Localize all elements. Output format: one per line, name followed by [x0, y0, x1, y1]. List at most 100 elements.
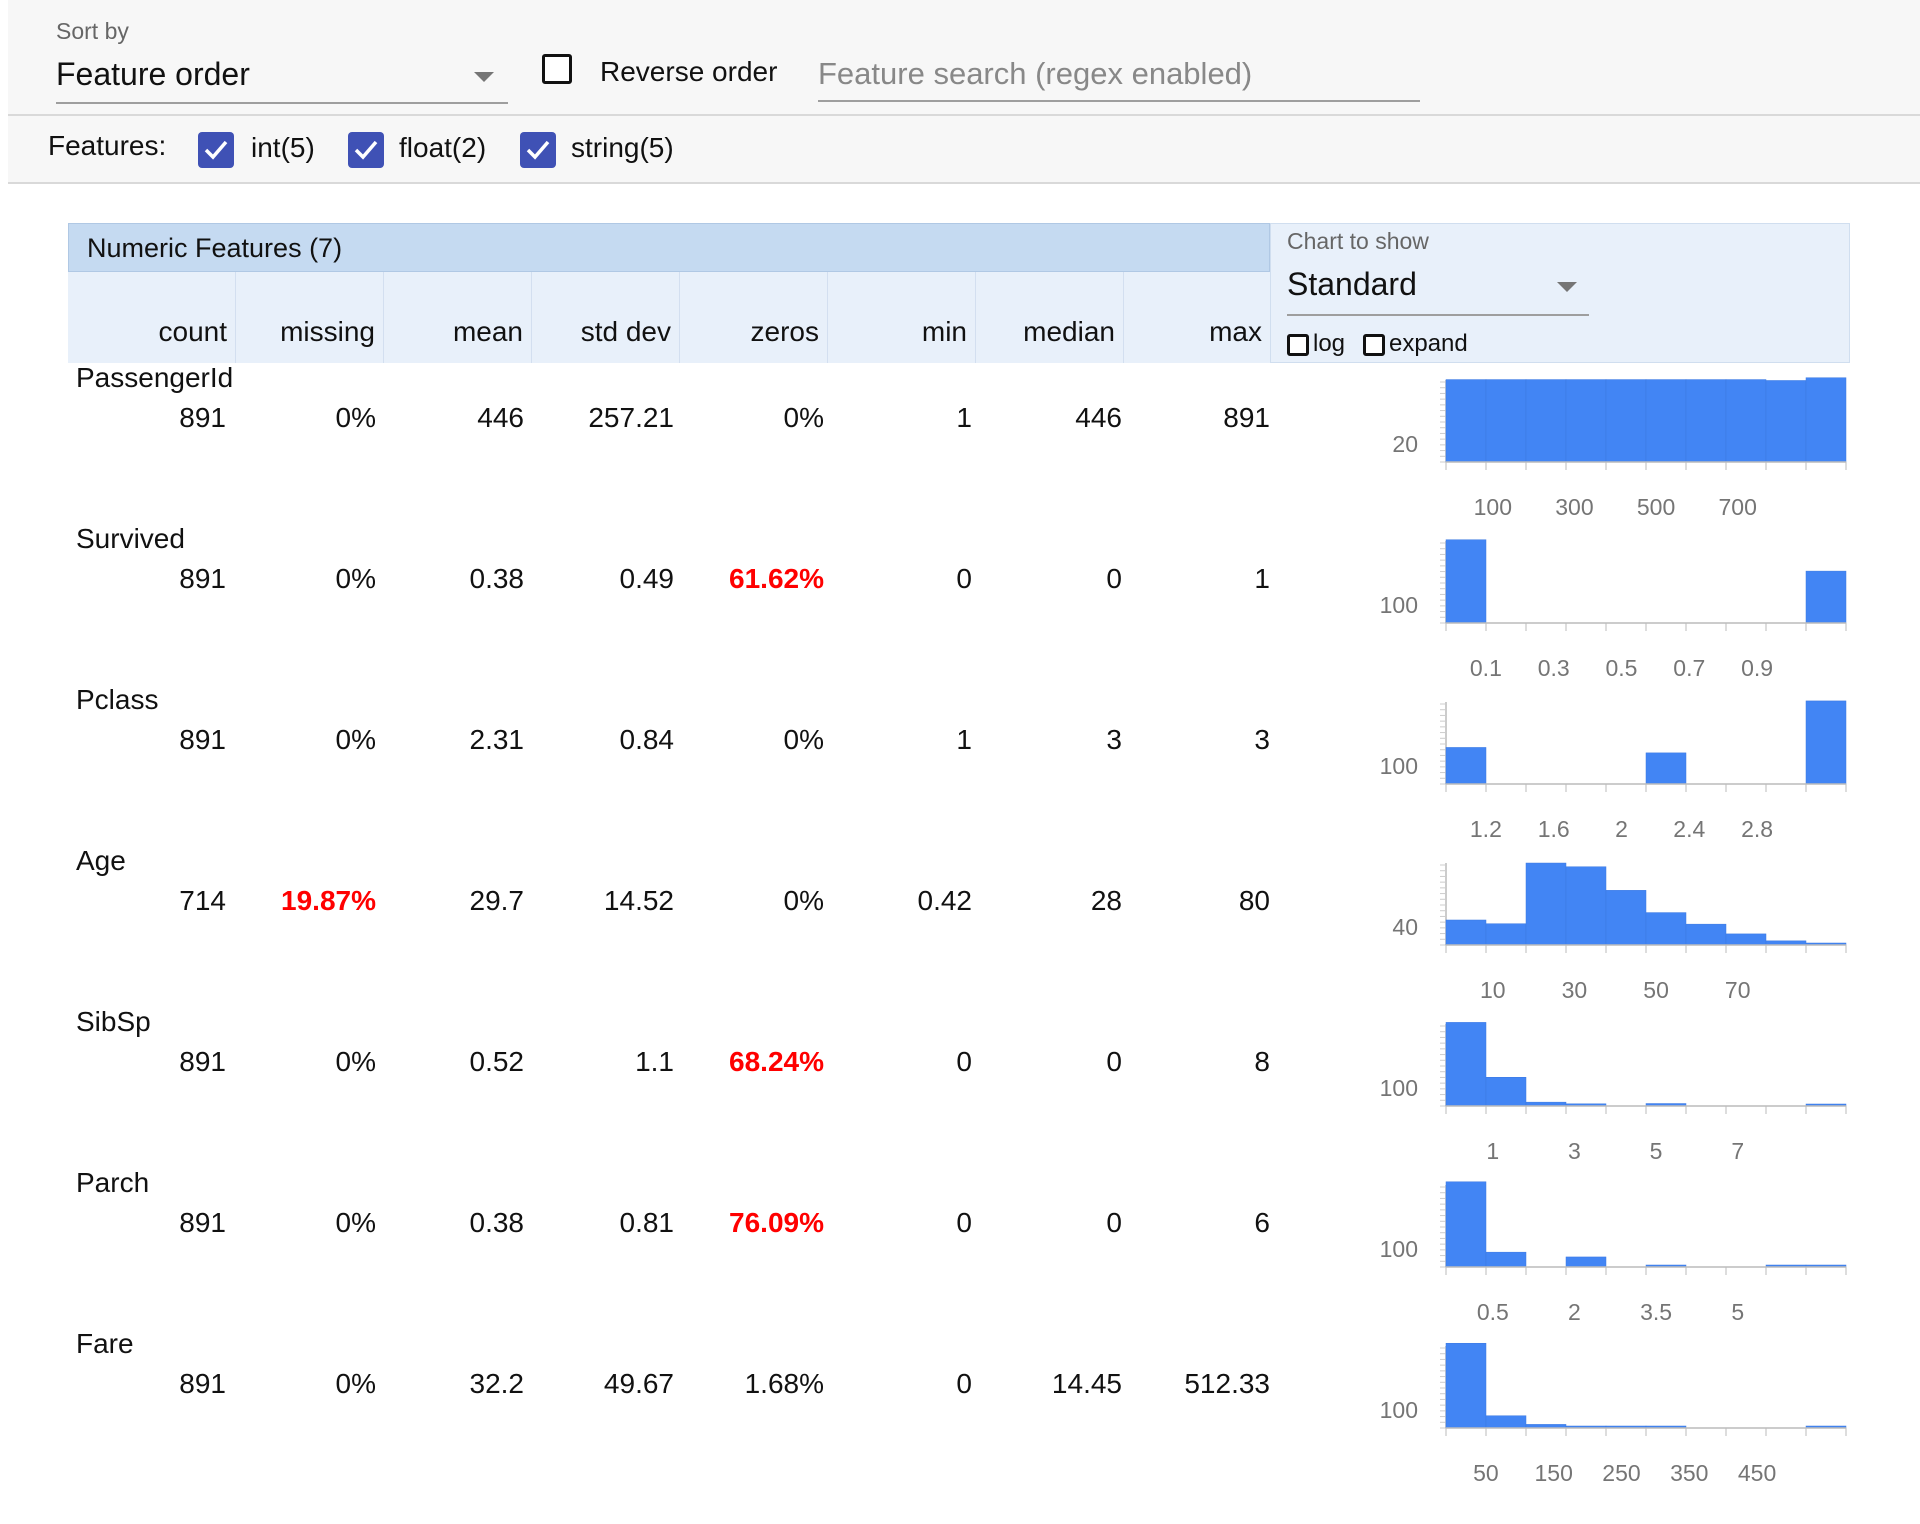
stat-missing: 19.87%	[281, 885, 376, 916]
stat-zeros: 0%	[783, 402, 824, 433]
column-header-missing: missing	[236, 272, 384, 363]
y-tick-label: 100	[1380, 592, 1418, 618]
x-tick-label: 700	[1719, 494, 1757, 520]
reverse-order-checkbox[interactable]	[542, 54, 572, 84]
string-features-checkbox[interactable]	[520, 132, 556, 168]
check-icon	[354, 140, 378, 160]
stat-mean: 29.7	[469, 885, 525, 916]
feature-row[interactable]: PassengerId 891 0% 446 257.21 0% 1 446 891 20 100 3…	[68, 362, 1854, 522]
numeric-features-header: Numeric Features (7) count missing mean …	[68, 223, 1270, 363]
sort-by-dropdown[interactable]: Feature order	[56, 52, 508, 104]
histogram-bar	[1445, 1022, 1487, 1107]
feature-row[interactable]: Age 714 19.87% 29.7 14.52 0% 0.42 28 80 40 10 30 50 7…	[68, 845, 1854, 1005]
stat-max: 891	[1223, 402, 1270, 433]
column-header-max: max	[1209, 316, 1262, 347]
column-header-median: median	[976, 272, 1124, 363]
histogram-bar	[1725, 933, 1767, 946]
stat-median: 0	[1106, 563, 1122, 594]
histogram-bar	[1445, 1181, 1487, 1268]
stat-median: 28	[1090, 885, 1122, 916]
feature-row[interactable]: SibSp 891 0% 0.52 1.1 68.24% 0 0 8 100 1 3 5 7	[68, 1006, 1854, 1166]
chart-type-value: Standard	[1287, 266, 1417, 302]
stat-max: 3	[1254, 724, 1270, 755]
y-tick-label: 100	[1380, 1075, 1418, 1101]
histogram-bar	[1805, 570, 1847, 624]
feature-row[interactable]: Parch 891 0% 0.38 0.81 76.09% 0 0 6 100 0.5 2 3.5 5	[68, 1167, 1854, 1327]
stat-median: 0	[1106, 1207, 1122, 1238]
x-tick-label: 1.6	[1538, 816, 1570, 842]
x-tick-label: 0.9	[1741, 655, 1773, 681]
histogram-bar	[1485, 1415, 1527, 1429]
histogram-bar	[1485, 1077, 1527, 1107]
chevron-down-icon	[1557, 282, 1577, 292]
stat-min: 1	[956, 724, 972, 755]
stat-std-dev: 49.67	[603, 1368, 674, 1399]
stat-std-dev: 0.84	[619, 724, 675, 755]
features-label: Features:	[48, 130, 167, 161]
histogram-bar	[1445, 1342, 1487, 1429]
feature-name: Age	[76, 845, 126, 876]
feature-name: PassengerId	[76, 362, 234, 393]
stat-mean: 0.38	[469, 563, 525, 594]
stat-min: 0.42	[917, 885, 973, 916]
stat-min: 0	[956, 563, 972, 594]
stat-count: 891	[179, 402, 226, 433]
stat-missing: 0%	[335, 724, 376, 755]
histogram-bar	[1525, 862, 1567, 946]
stat-missing: 0%	[335, 1046, 376, 1077]
feature-row[interactable]: Survived 891 0% 0.38 0.49 61.62% 0 0 1 100 0.1 0.3 0…	[68, 523, 1854, 683]
section-title: Numeric Features (7)	[68, 223, 1270, 272]
stat-max: 6	[1254, 1207, 1270, 1238]
stat-median: 3	[1106, 724, 1122, 755]
x-tick-label: 1.2	[1470, 816, 1502, 842]
feature-row[interactable]: Pclass 891 0% 2.31 0.84 0% 1 3 3 100 1.2 1.6 2 2.4 2.8	[68, 684, 1854, 844]
x-tick-label: 2.4	[1673, 816, 1705, 842]
stat-count: 891	[179, 1368, 226, 1399]
histogram-bar	[1445, 919, 1487, 946]
feature-search	[818, 48, 1420, 102]
x-tick-label: 50	[1473, 1460, 1499, 1486]
x-tick-label: 450	[1738, 1460, 1776, 1486]
column-header-min: min	[828, 272, 976, 363]
x-tick-label: 2	[1568, 1299, 1581, 1325]
histogram-bar	[1565, 1256, 1607, 1268]
histogram-chart: 100 0.1 0.3 0.5 0.7 0.9	[1380, 539, 1847, 681]
reverse-order-label: Reverse order	[600, 56, 778, 87]
feature-name: Pclass	[76, 684, 159, 715]
histogram-chart: 100 0.5 2 3.5 5	[1380, 1181, 1847, 1325]
stat-min: 0	[956, 1207, 972, 1238]
histogram-bar	[1765, 380, 1807, 463]
chart-type-dropdown[interactable]: Standard	[1287, 264, 1589, 316]
stat-mean: 0.38	[469, 1207, 525, 1238]
x-tick-label: 0.3	[1538, 655, 1570, 681]
x-tick-label: 300	[1555, 494, 1593, 520]
sort-by-value: Feature order	[56, 56, 250, 92]
log-checkbox[interactable]	[1287, 334, 1309, 356]
feature-row[interactable]: Fare 891 0% 32.2 49.67 1.68% 0 14.45 512.33 100 50…	[68, 1328, 1854, 1488]
stat-count: 891	[179, 1207, 226, 1238]
int-features-checkbox[interactable]	[198, 132, 234, 168]
histogram-bar	[1565, 866, 1607, 946]
column-header-zeros: zeros	[680, 272, 828, 363]
histogram-bar	[1525, 379, 1567, 463]
x-tick-label: 30	[1562, 977, 1588, 1003]
stat-zeros: 0%	[783, 724, 824, 755]
histogram-bar	[1645, 912, 1687, 946]
string-features-label: string(5)	[571, 132, 674, 163]
x-tick-label: 1	[1486, 1138, 1499, 1164]
stat-min: 0	[956, 1368, 972, 1399]
feature-search-input[interactable]	[818, 48, 1420, 100]
float-features-checkbox[interactable]	[348, 132, 384, 168]
histogram-bar	[1445, 747, 1487, 785]
x-tick-label: 250	[1602, 1460, 1640, 1486]
stat-std-dev: 1.1	[635, 1046, 674, 1077]
histogram-bar	[1485, 1251, 1527, 1268]
stat-min: 1	[956, 402, 972, 433]
stat-zeros: 68.24%	[729, 1046, 824, 1077]
feature-name: Survived	[76, 523, 185, 554]
y-tick-label: 100	[1380, 753, 1418, 779]
y-tick-label: 100	[1380, 1236, 1418, 1262]
stat-missing: 0%	[335, 1207, 376, 1238]
expand-checkbox[interactable]	[1363, 334, 1385, 356]
section-title-text: Numeric Features (7)	[87, 233, 343, 263]
